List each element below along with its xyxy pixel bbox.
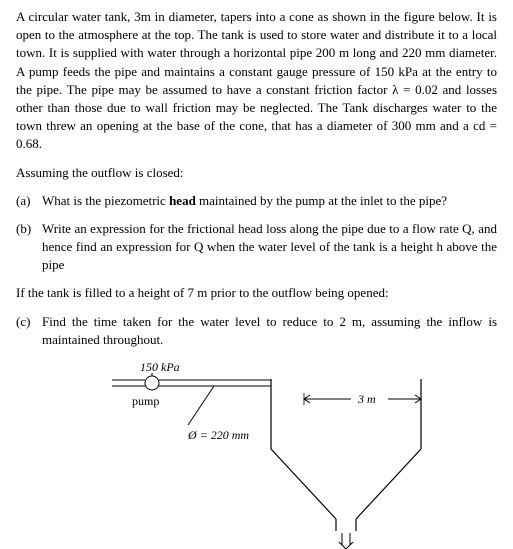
- item-b: (b) Write an expression for the friction…: [16, 220, 497, 275]
- item-b-content: Write an expression for the frictional h…: [42, 220, 497, 275]
- assume-text: Assuming the outflow is closed:: [16, 165, 184, 180]
- problem-statement: A circular water tank, 3m in diameter, t…: [16, 8, 497, 154]
- intro-text: A circular water tank, 3m in diameter, t…: [16, 9, 497, 151]
- item-a: (a) What is the piezometric head maintai…: [16, 192, 497, 210]
- item-a-label: (a): [16, 192, 42, 210]
- a-bold: head: [169, 193, 196, 208]
- a-after: maintained by the pump at the inlet to t…: [196, 193, 447, 208]
- figure: 150 kPa pump Ø = 220 mm 3 m: [16, 359, 496, 549]
- item-c-content: Find the time taken for the water level …: [42, 313, 497, 349]
- item-a-content: What is the piezometric head maintained …: [42, 192, 497, 210]
- if-line: If the tank is filled to a height of 7 m…: [16, 284, 497, 302]
- a-before: What is the piezometric: [42, 193, 169, 208]
- item-c: (c) Find the time taken for the water le…: [16, 313, 497, 349]
- if-text: If the tank is filled to a height of 7 m…: [16, 285, 389, 300]
- item-c-label: (c): [16, 313, 42, 349]
- assume-line: Assuming the outflow is closed:: [16, 164, 497, 182]
- tank-diagram: [16, 359, 496, 549]
- item-b-label: (b): [16, 220, 42, 275]
